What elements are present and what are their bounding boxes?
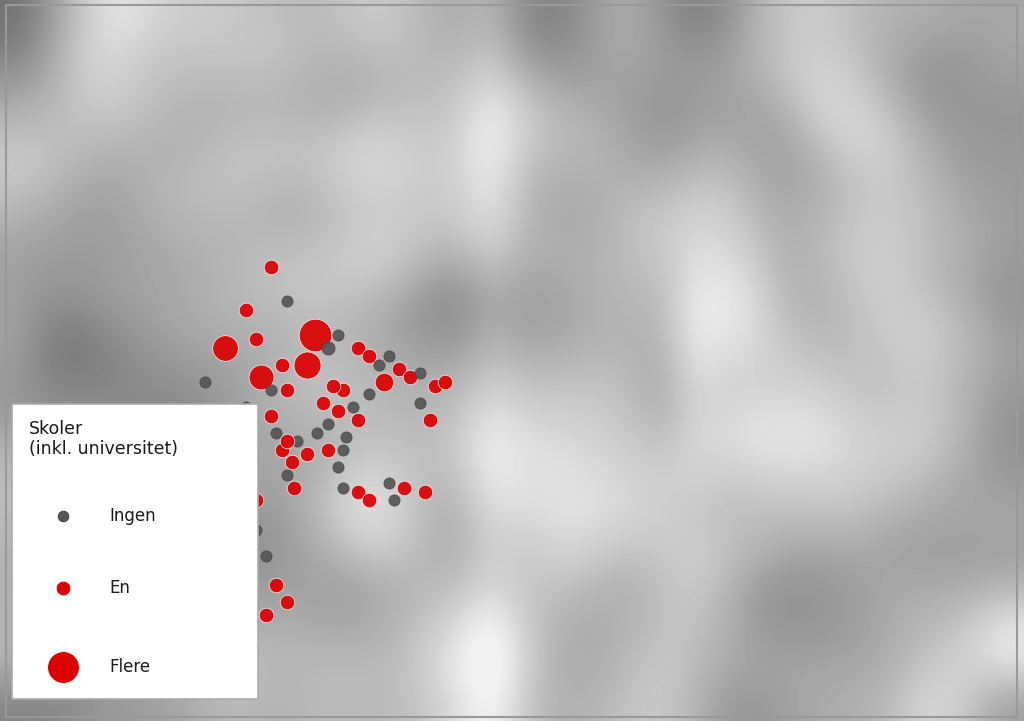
Point xyxy=(376,376,392,387)
Point xyxy=(268,580,285,591)
Point xyxy=(279,469,295,481)
Point xyxy=(273,444,290,456)
Point xyxy=(371,359,387,371)
Point xyxy=(427,380,443,392)
Point xyxy=(263,410,280,421)
Point xyxy=(335,482,351,493)
Point xyxy=(386,495,402,506)
Point xyxy=(217,342,233,353)
FancyBboxPatch shape xyxy=(12,404,258,699)
Point xyxy=(91,580,108,591)
Point xyxy=(258,609,274,621)
Point xyxy=(55,661,72,673)
Point xyxy=(325,380,341,392)
Point xyxy=(212,601,228,612)
Point xyxy=(338,431,354,443)
Point xyxy=(381,350,397,362)
Point xyxy=(299,448,315,459)
Point xyxy=(279,596,295,608)
Point xyxy=(319,444,336,456)
Point xyxy=(299,359,315,371)
Point xyxy=(279,435,295,447)
Point xyxy=(156,614,172,625)
Point xyxy=(309,427,326,438)
Point xyxy=(412,368,428,379)
Point xyxy=(391,363,408,375)
Point xyxy=(120,482,136,493)
Point xyxy=(381,478,397,490)
Point xyxy=(248,524,264,536)
Point xyxy=(197,596,213,608)
Point xyxy=(227,609,244,621)
Point xyxy=(176,596,193,608)
Point xyxy=(191,414,208,425)
Point xyxy=(360,495,377,506)
Point xyxy=(127,660,143,672)
Point xyxy=(243,637,259,649)
Point xyxy=(151,656,167,668)
Point xyxy=(319,342,336,353)
Point xyxy=(55,582,72,593)
Point xyxy=(307,329,324,341)
Point xyxy=(238,402,254,413)
Point xyxy=(284,456,300,468)
Point xyxy=(140,647,157,659)
Point xyxy=(350,414,367,425)
Point xyxy=(412,397,428,409)
Point xyxy=(335,444,351,456)
Point xyxy=(238,304,254,315)
Point xyxy=(330,406,346,417)
Point xyxy=(335,384,351,396)
Point xyxy=(350,486,367,497)
Point xyxy=(130,550,146,562)
Point xyxy=(273,359,290,371)
Point xyxy=(184,452,201,464)
Point xyxy=(350,342,367,353)
Point xyxy=(417,486,433,497)
Point xyxy=(55,510,72,521)
Point xyxy=(186,571,203,583)
Point xyxy=(330,461,346,472)
Text: Ingen: Ingen xyxy=(110,507,157,524)
Point xyxy=(396,482,413,493)
Point xyxy=(197,376,213,387)
Point xyxy=(263,262,280,273)
Point xyxy=(360,350,377,362)
Point xyxy=(401,372,418,384)
Point xyxy=(106,520,123,531)
Point xyxy=(279,296,295,307)
Text: En: En xyxy=(110,579,130,596)
Point xyxy=(314,397,331,409)
Point xyxy=(287,482,303,493)
Text: Skoler
(inkl. universitet): Skoler (inkl. universitet) xyxy=(29,420,178,459)
Point xyxy=(248,495,264,506)
Point xyxy=(125,461,141,472)
Point xyxy=(125,431,141,443)
Point xyxy=(437,376,454,387)
Point xyxy=(422,414,438,425)
Point xyxy=(263,384,280,396)
Point xyxy=(319,418,336,430)
Point xyxy=(268,427,285,438)
Point xyxy=(258,550,274,562)
Point xyxy=(227,630,244,642)
Point xyxy=(279,384,295,396)
Point xyxy=(248,334,264,345)
Point xyxy=(171,558,187,570)
Point xyxy=(194,660,210,672)
Point xyxy=(330,329,346,341)
Point xyxy=(243,618,259,629)
Point xyxy=(345,402,361,413)
Point xyxy=(360,389,377,400)
Point xyxy=(289,435,305,447)
Point xyxy=(253,372,269,384)
Text: Flere: Flere xyxy=(110,658,151,676)
